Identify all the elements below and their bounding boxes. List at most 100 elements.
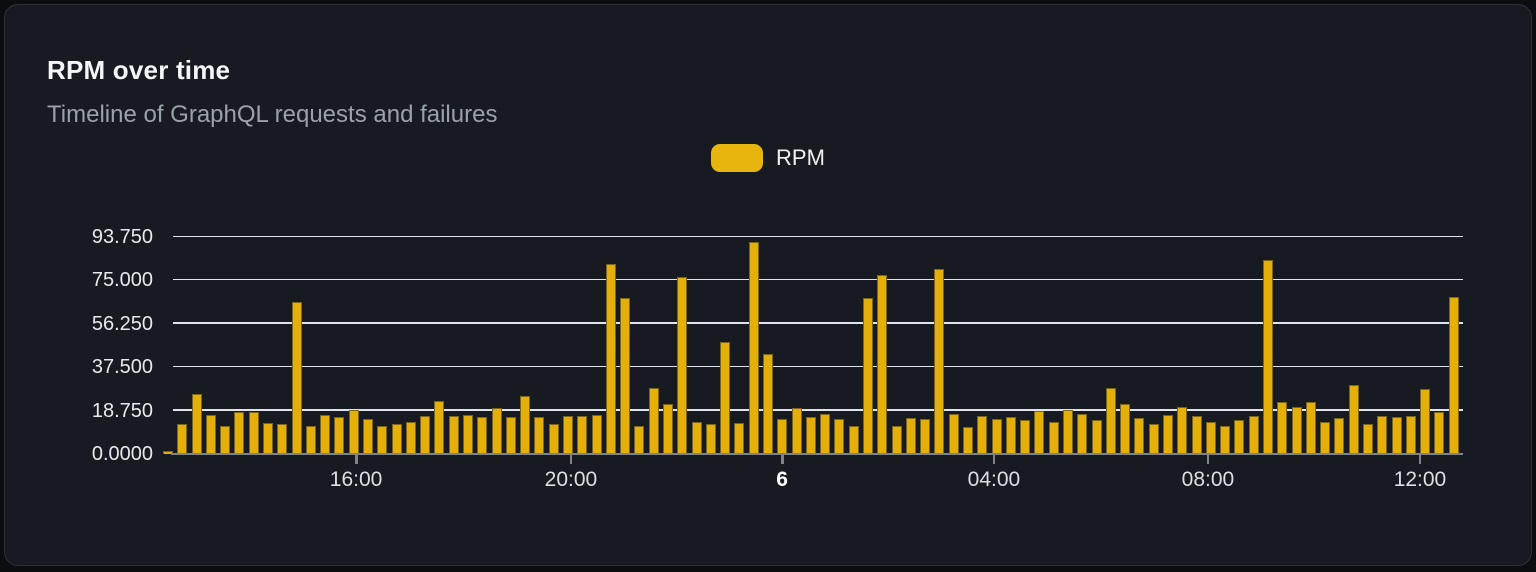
rpm-bar[interactable] <box>1034 411 1045 454</box>
rpm-bar[interactable] <box>977 415 988 454</box>
rpm-bar[interactable] <box>334 416 345 454</box>
rpm-bar[interactable] <box>205 414 216 454</box>
rpm-bar[interactable] <box>220 426 231 454</box>
rpm-bar[interactable] <box>1263 259 1273 454</box>
rpm-bar[interactable] <box>634 426 645 454</box>
rpm-bar[interactable] <box>1234 420 1245 454</box>
chart-legend: RPM <box>5 144 1531 172</box>
rpm-bar[interactable] <box>563 415 573 454</box>
rpm-bar[interactable] <box>1434 412 1445 454</box>
rpm-bar[interactable] <box>1048 421 1059 454</box>
rpm-bar[interactable] <box>1391 416 1402 454</box>
rpm-bar[interactable] <box>177 423 188 454</box>
rpm-bar[interactable] <box>1163 414 1173 454</box>
x-tick-label: 12:00 <box>1393 468 1447 491</box>
rpm-bar[interactable] <box>234 412 245 454</box>
rpm-bar[interactable] <box>1120 404 1131 454</box>
rpm-bar[interactable] <box>1320 421 1331 454</box>
rpm-bar[interactable] <box>1091 420 1102 454</box>
gridline <box>173 278 1463 281</box>
rpm-bar[interactable] <box>691 421 702 454</box>
legend-label-rpm[interactable]: RPM <box>776 145 825 170</box>
rpm-bar[interactable] <box>620 297 631 454</box>
rpm-bar[interactable] <box>1020 420 1031 454</box>
rpm-bar[interactable] <box>577 415 588 454</box>
rpm-bar[interactable] <box>677 276 688 454</box>
legend-swatch-rpm[interactable] <box>711 144 764 172</box>
rpm-bar[interactable] <box>1405 415 1416 454</box>
rpm-bar[interactable] <box>748 242 759 454</box>
rpm-bar[interactable] <box>477 416 488 454</box>
rpm-bar[interactable] <box>591 414 602 454</box>
rpm-bar[interactable] <box>1277 401 1288 454</box>
rpm-bar[interactable] <box>348 410 359 454</box>
x-tick-label: 04:00 <box>967 468 1021 491</box>
rpm-bar[interactable] <box>1420 389 1431 454</box>
rpm-bar[interactable] <box>534 416 545 454</box>
rpm-bar[interactable] <box>363 419 373 454</box>
rpm-bar[interactable] <box>1077 413 1088 454</box>
rpm-bar[interactable] <box>291 302 302 454</box>
rpm-bar[interactable] <box>1305 401 1316 454</box>
rpm-bar[interactable] <box>877 274 888 454</box>
x-tick-label: 20:00 <box>544 468 598 491</box>
rpm-bar[interactable] <box>1063 410 1073 454</box>
rpm-bar[interactable] <box>1148 423 1159 454</box>
rpm-bar[interactable] <box>848 426 859 454</box>
rpm-bar[interactable] <box>1334 418 1345 454</box>
rpm-bar[interactable] <box>934 268 945 454</box>
rpm-bar[interactable] <box>1191 415 1202 454</box>
rpm-bar[interactable] <box>720 341 731 454</box>
rpm-bar[interactable] <box>863 297 873 454</box>
rpm-bar[interactable] <box>734 422 745 454</box>
rpm-bar[interactable] <box>491 407 502 454</box>
rpm-bar[interactable] <box>320 414 331 454</box>
rpm-bar[interactable] <box>963 427 973 454</box>
x-tick-mark <box>1206 455 1210 464</box>
rpm-bar[interactable] <box>605 264 616 454</box>
rpm-bar[interactable] <box>805 416 816 454</box>
rpm-bar[interactable] <box>1105 388 1116 454</box>
rpm-bar[interactable] <box>548 423 559 454</box>
rpm-bar[interactable] <box>305 426 316 454</box>
rpm-bar[interactable] <box>463 414 473 454</box>
rpm-bar[interactable] <box>391 423 402 454</box>
rpm-bar[interactable] <box>405 421 416 454</box>
rpm-bar[interactable] <box>263 422 273 454</box>
rpm-bar[interactable] <box>1448 296 1459 454</box>
rpm-bar[interactable] <box>991 419 1002 454</box>
rpm-bar[interactable] <box>705 423 716 454</box>
rpm-bar[interactable] <box>648 388 659 454</box>
rpm-bar[interactable] <box>191 393 202 454</box>
rpm-bar[interactable] <box>820 413 831 454</box>
rpm-bar[interactable] <box>1005 416 1016 454</box>
rpm-bar[interactable] <box>420 415 431 454</box>
rpm-bar[interactable] <box>948 413 959 454</box>
rpm-bar[interactable] <box>434 400 445 454</box>
rpm-bar[interactable] <box>834 419 845 454</box>
rpm-bar[interactable] <box>520 396 531 454</box>
rpm-bar[interactable] <box>377 426 388 454</box>
rpm-bar[interactable] <box>248 412 259 454</box>
rpm-bar[interactable] <box>1348 384 1359 454</box>
rpm-bar[interactable] <box>920 419 931 454</box>
rpm-bar[interactable] <box>505 416 516 454</box>
rpm-bar[interactable] <box>1134 418 1145 454</box>
rpm-bar[interactable] <box>277 423 288 454</box>
rpm-bar[interactable] <box>905 418 916 454</box>
rpm-bar[interactable] <box>163 450 173 454</box>
rpm-bar[interactable] <box>1248 415 1259 454</box>
rpm-bar[interactable] <box>1205 421 1216 454</box>
rpm-bar[interactable] <box>1220 426 1231 454</box>
rpm-bar[interactable] <box>891 426 902 454</box>
rpm-bar[interactable] <box>1291 406 1302 454</box>
rpm-bar[interactable] <box>1363 423 1373 454</box>
rpm-bar[interactable] <box>777 419 788 454</box>
rpm-bar[interactable] <box>1377 415 1388 454</box>
rpm-bar[interactable] <box>1177 406 1188 454</box>
rpm-bar[interactable] <box>791 407 802 454</box>
rpm-bar[interactable] <box>448 415 459 454</box>
rpm-bar[interactable] <box>663 404 673 454</box>
rpm-bar[interactable] <box>763 354 773 454</box>
x-tick-mark <box>569 455 573 464</box>
